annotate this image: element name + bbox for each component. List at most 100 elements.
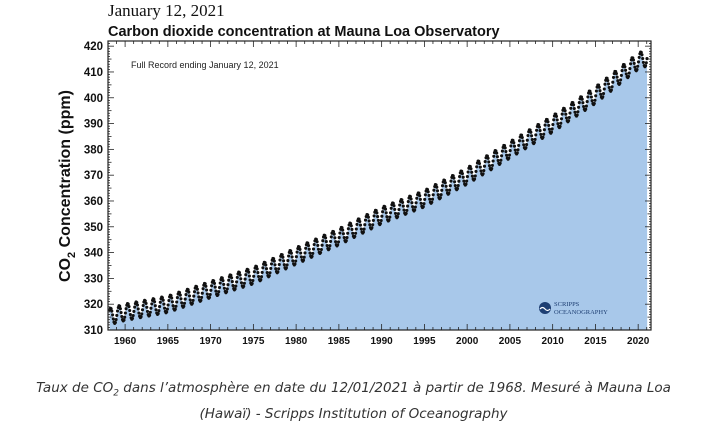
data-point [590, 99, 594, 103]
data-point [149, 306, 153, 310]
data-point [532, 140, 536, 145]
data-point [306, 241, 310, 245]
data-point [320, 243, 324, 247]
data-point [635, 68, 639, 72]
data-point [537, 125, 541, 129]
data-point [243, 277, 247, 281]
data-point [436, 193, 440, 197]
data-point [174, 304, 178, 308]
data-point [393, 211, 398, 215]
data-point [278, 258, 282, 262]
data-point [435, 189, 440, 193]
data-point [495, 151, 499, 155]
data-point [556, 122, 560, 126]
co2-chart: January 12, 2021 Carbon dioxide concentr… [57, 1, 652, 347]
data-point [603, 82, 607, 86]
data-point [431, 193, 435, 197]
data-point [109, 307, 113, 311]
data-point [589, 91, 593, 96]
co2-area-fill [109, 51, 648, 331]
data-point [171, 304, 175, 308]
data-point [167, 298, 171, 303]
y-tick-label: 350 [84, 222, 103, 234]
data-point [341, 232, 345, 236]
data-point [577, 105, 581, 109]
data-point [213, 285, 217, 289]
x-tick-label: 2015 [584, 336, 607, 347]
data-point [272, 259, 276, 263]
data-point [333, 236, 337, 240]
x-tick-label: 1995 [413, 336, 436, 347]
data-point [160, 296, 164, 300]
data-point [203, 282, 207, 286]
data-point [182, 304, 186, 308]
data-point [331, 230, 336, 234]
data-point [534, 133, 538, 137]
data-point [593, 98, 597, 102]
data-point [226, 283, 230, 287]
data-point [295, 250, 299, 254]
caption-line-2: (Hawaï) - Scripps Institution of Oceanog… [199, 405, 508, 422]
data-point [135, 300, 139, 305]
data-point [572, 106, 576, 111]
caption-text-1: Taux de CO [36, 380, 114, 396]
data-point [311, 251, 315, 255]
data-point [114, 318, 118, 322]
data-point [304, 246, 308, 250]
data-point [239, 281, 244, 285]
data-point [218, 281, 222, 285]
data-point [371, 218, 375, 222]
data-point [477, 161, 482, 166]
data-point [481, 172, 485, 176]
data-point [246, 268, 250, 272]
data-point [156, 312, 160, 316]
data-point [120, 314, 124, 319]
x-tick-label: 1980 [285, 336, 308, 347]
data-point [597, 85, 601, 89]
x-tick-label: 1990 [371, 336, 394, 347]
data-point [376, 218, 380, 222]
data-point [391, 201, 395, 205]
data-point [152, 297, 156, 301]
data-point [529, 130, 533, 134]
data-point [225, 290, 229, 294]
data-point [515, 151, 519, 155]
data-point [592, 101, 596, 106]
data-point [119, 310, 123, 315]
data-point [505, 153, 509, 157]
data-point [336, 240, 341, 244]
data-point [495, 155, 499, 159]
data-point [165, 310, 169, 314]
data-point [498, 161, 502, 165]
data-point [564, 116, 569, 120]
data-point [558, 124, 562, 128]
data-point [370, 226, 374, 230]
data-point [639, 50, 643, 54]
data-point [530, 134, 534, 138]
data-point [586, 95, 590, 99]
data-point [324, 236, 328, 240]
y-tick-label: 420 [84, 41, 103, 53]
data-point [355, 222, 359, 226]
scripps-logo: SCRIPPS OCEANOGRAPHY [539, 301, 608, 316]
data-point [598, 89, 602, 93]
data-point [594, 89, 598, 93]
data-point [547, 127, 551, 131]
data-point [269, 262, 274, 266]
data-point [438, 196, 442, 200]
data-point [349, 224, 353, 228]
data-point [273, 263, 277, 267]
data-point [439, 193, 443, 197]
data-point [182, 301, 187, 305]
data-point [306, 244, 311, 248]
data-point [294, 259, 298, 263]
data-point [466, 170, 470, 174]
data-point [133, 305, 137, 309]
data-point [423, 197, 427, 201]
data-point [329, 235, 333, 239]
data-point [535, 128, 539, 132]
data-point [192, 290, 197, 294]
y-tick-label: 340 [84, 248, 103, 260]
data-point [453, 184, 457, 188]
x-tick-label: 1985 [328, 336, 351, 347]
